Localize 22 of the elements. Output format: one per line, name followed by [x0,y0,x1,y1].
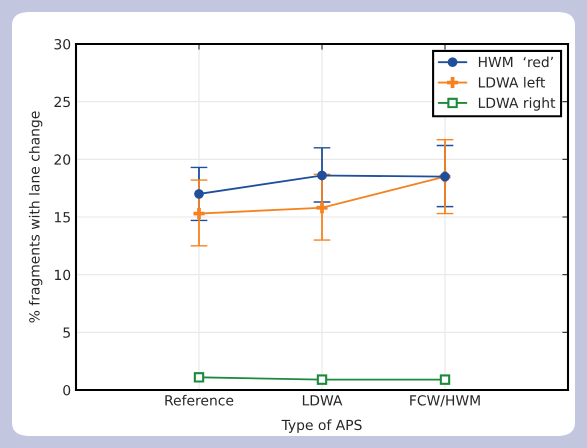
x-tick-label: FCW/HWM [410,395,480,407]
point [316,202,328,214]
point [316,374,328,385]
point [193,208,205,220]
y-tick-label: 15 [54,212,70,222]
point [194,372,204,383]
legend-label: HWM ‘red’ [478,56,553,68]
y-tick-label: 10 [54,270,70,280]
point [194,189,204,199]
y-tick-label: 25 [54,96,70,108]
legend-label: LDWA right [478,97,556,111]
y-tick-label: 5 [63,327,70,338]
y-tick-label: 30 [54,38,70,50]
x-tick-label: LDWA [302,395,342,406]
point [440,374,450,385]
point [317,170,327,180]
y-axis-title: % fragments with lane change [28,111,42,323]
y-tick-label: 20 [54,154,70,165]
x-tick-label: Reference [165,394,234,406]
x-axis-title: Type of APS [282,419,362,433]
legend-label: LDWA left [478,76,546,88]
y-tick-label: 0 [63,384,70,396]
